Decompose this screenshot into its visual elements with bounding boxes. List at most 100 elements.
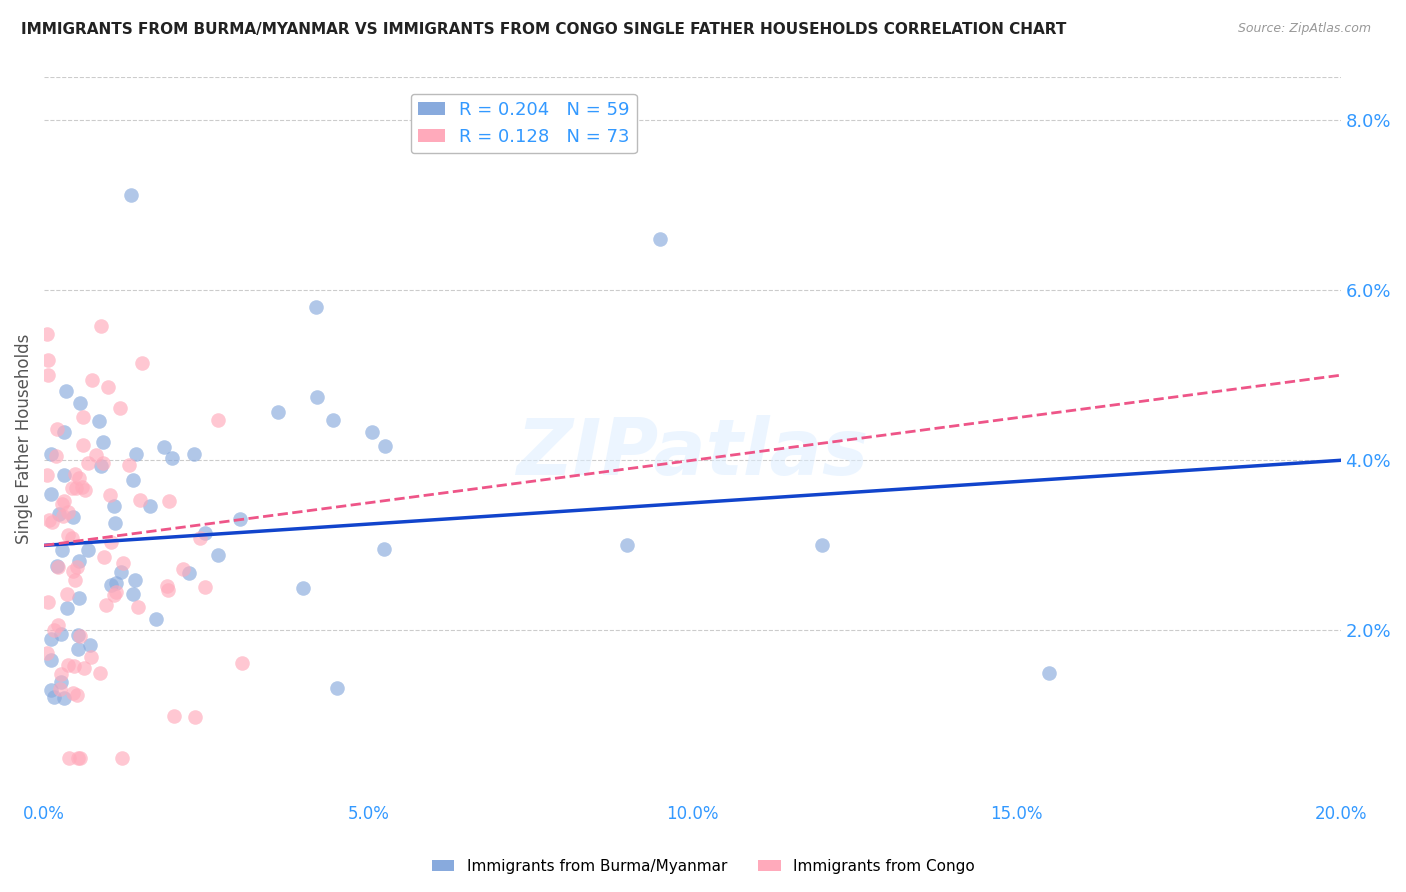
Point <box>120 188 142 202</box>
Y-axis label: Single Father Households: Single Father Households <box>15 334 32 544</box>
Point <box>207 413 229 427</box>
Point <box>60 531 83 545</box>
Legend: Immigrants from Burma/Myanmar, Immigrants from Congo: Immigrants from Burma/Myanmar, Immigrant… <box>426 853 980 880</box>
Point <box>292 581 315 595</box>
Point <box>91 435 114 450</box>
Point <box>322 413 344 427</box>
Point <box>172 561 194 575</box>
Point <box>77 456 100 470</box>
Point <box>87 414 110 428</box>
Point <box>72 410 94 425</box>
Point <box>51 497 73 511</box>
Point <box>39 447 62 461</box>
Point <box>98 488 121 502</box>
Point <box>122 587 145 601</box>
Point <box>60 481 83 495</box>
Text: IMMIGRANTS FROM BURMA/MYANMAR VS IMMIGRANTS FROM CONGO SINGLE FATHER HOUSEHOLDS : IMMIGRANTS FROM BURMA/MYANMAR VS IMMIGRA… <box>21 22 1067 37</box>
Point <box>58 751 80 765</box>
Point <box>105 585 128 599</box>
Point <box>46 618 69 632</box>
Point <box>58 657 80 672</box>
Point <box>79 639 101 653</box>
Point <box>48 507 70 521</box>
Point <box>326 681 349 695</box>
Point <box>37 468 59 483</box>
Point <box>360 425 382 439</box>
Point <box>811 538 834 552</box>
Point <box>39 487 62 501</box>
Point <box>75 483 97 497</box>
Point <box>179 566 201 581</box>
Point <box>183 710 205 724</box>
Point <box>111 557 134 571</box>
Text: Source: ZipAtlas.com: Source: ZipAtlas.com <box>1237 22 1371 36</box>
Point <box>45 559 67 574</box>
Point <box>45 421 67 435</box>
Point <box>89 665 111 680</box>
Text: ZIPatlas: ZIPatlas <box>516 416 869 491</box>
Point <box>266 405 288 419</box>
Point <box>127 600 149 615</box>
Point <box>305 300 328 314</box>
Point <box>37 353 59 368</box>
Point <box>77 543 100 558</box>
Point <box>138 500 160 514</box>
Point <box>100 534 122 549</box>
Point <box>84 448 107 462</box>
Point <box>153 440 176 454</box>
Point <box>49 666 72 681</box>
Point <box>1038 665 1060 680</box>
Point <box>79 649 101 664</box>
Point <box>62 564 84 578</box>
Point <box>122 473 145 487</box>
Point <box>616 538 638 552</box>
Point <box>104 516 127 530</box>
Point <box>56 505 79 519</box>
Point <box>103 588 125 602</box>
Point <box>108 401 131 415</box>
Point <box>65 573 87 587</box>
Point <box>103 500 125 514</box>
Point <box>93 550 115 565</box>
Point <box>52 691 75 706</box>
Point <box>163 708 186 723</box>
Point <box>65 481 87 495</box>
Point <box>124 573 146 587</box>
Point <box>131 356 153 370</box>
Point <box>305 391 328 405</box>
Point <box>37 326 59 341</box>
Point <box>110 565 132 579</box>
Point <box>63 659 86 673</box>
Point <box>72 480 94 494</box>
Point <box>73 661 96 675</box>
Point <box>117 458 139 472</box>
Point <box>66 559 89 574</box>
Point <box>105 575 128 590</box>
Point <box>67 554 90 568</box>
Point <box>156 580 179 594</box>
Point <box>53 468 76 483</box>
Point <box>100 577 122 591</box>
Point <box>89 458 111 473</box>
Point <box>52 425 75 439</box>
Point <box>41 515 63 529</box>
Point <box>39 653 62 667</box>
Point <box>52 494 75 508</box>
Point <box>80 373 103 387</box>
Point <box>160 450 183 465</box>
Point <box>37 647 59 661</box>
Point <box>49 627 72 641</box>
Point <box>45 449 67 463</box>
Point <box>183 447 205 461</box>
Point <box>94 598 117 612</box>
Point <box>51 543 73 558</box>
Point <box>66 642 89 657</box>
Point <box>231 656 253 670</box>
Point <box>228 512 250 526</box>
Point <box>194 525 217 540</box>
Point <box>72 438 94 452</box>
Point <box>66 688 89 702</box>
Point <box>373 542 395 557</box>
Point <box>49 682 72 697</box>
Point <box>55 587 77 601</box>
